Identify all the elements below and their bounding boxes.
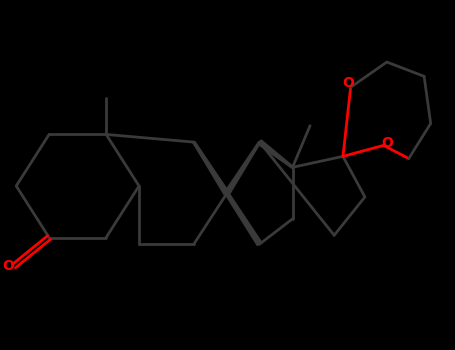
Text: O: O xyxy=(343,76,354,90)
Text: O: O xyxy=(3,259,15,273)
Polygon shape xyxy=(224,141,261,195)
Polygon shape xyxy=(193,141,262,246)
Polygon shape xyxy=(258,140,293,168)
Text: O: O xyxy=(381,136,393,150)
Polygon shape xyxy=(193,141,229,195)
